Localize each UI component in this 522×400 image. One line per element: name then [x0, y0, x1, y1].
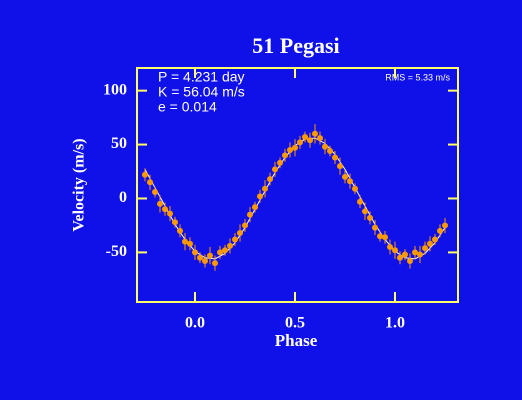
data-point — [152, 189, 158, 196]
data-point — [142, 171, 148, 178]
data-point — [342, 173, 348, 180]
data-point — [272, 166, 278, 173]
data-point — [322, 143, 328, 150]
data-point — [222, 247, 228, 254]
data-point — [412, 249, 418, 256]
data-point — [287, 146, 293, 153]
data-point — [157, 200, 163, 207]
data-point — [347, 178, 353, 185]
data-point — [377, 233, 383, 240]
chart-title: 51 Pegasi — [252, 33, 339, 58]
data-point — [182, 238, 188, 245]
data-point — [397, 254, 403, 261]
x-axis-label: Phase — [275, 331, 318, 350]
data-point — [242, 222, 248, 229]
data-point — [442, 222, 448, 229]
data-point — [422, 245, 428, 252]
data-point — [227, 242, 233, 249]
data-point — [417, 251, 423, 258]
y-tick-label: 100 — [103, 81, 127, 98]
y-tick-label: 50 — [111, 135, 127, 152]
data-point — [297, 139, 303, 146]
data-point — [247, 211, 253, 218]
data-point — [292, 144, 298, 151]
y-tick-label: 0 — [119, 189, 127, 206]
data-point — [302, 134, 308, 141]
data-point — [317, 135, 323, 142]
data-point — [357, 198, 363, 205]
data-point — [197, 254, 203, 261]
data-point — [172, 219, 178, 226]
x-tick-label: 1.0 — [385, 315, 405, 332]
rms-label: RMS = 5.33 m/s — [385, 72, 450, 82]
annotation: P = 4.231 day — [158, 69, 245, 85]
data-point — [312, 130, 318, 137]
data-point — [327, 148, 333, 155]
data-point — [252, 204, 258, 211]
data-point — [267, 176, 273, 183]
data-point — [237, 229, 243, 236]
data-point — [282, 152, 288, 159]
data-point — [217, 249, 223, 256]
data-point — [257, 193, 263, 200]
data-point — [232, 236, 238, 243]
data-point — [437, 227, 443, 234]
data-point — [392, 247, 398, 254]
data-point — [162, 206, 168, 213]
data-point — [372, 224, 378, 231]
data-point — [212, 260, 218, 267]
data-point — [337, 163, 343, 170]
data-point — [167, 210, 173, 217]
plot-frame — [136, 67, 459, 303]
data-point — [177, 227, 183, 234]
y-tick-label: -50 — [106, 243, 127, 260]
data-point — [367, 214, 373, 221]
data-point — [262, 185, 268, 192]
data-point — [187, 240, 193, 247]
data-point — [277, 159, 283, 166]
data-point — [407, 258, 413, 265]
data-point — [427, 240, 433, 247]
data-point — [307, 137, 313, 144]
data-point — [382, 234, 388, 241]
data-point — [402, 251, 408, 258]
y-axis-label: Velocity (m/s) — [71, 138, 88, 231]
annotation: e = 0.014 — [158, 99, 217, 115]
annotation: K = 56.04 m/s — [158, 84, 245, 100]
data-point — [207, 252, 213, 259]
data-point — [362, 208, 368, 215]
x-tick-label: 0.5 — [285, 315, 305, 332]
data-point — [147, 179, 153, 186]
data-point — [352, 185, 358, 192]
data-point — [387, 244, 393, 251]
data-point — [432, 236, 438, 243]
data-point — [192, 249, 198, 256]
data-point — [202, 258, 208, 265]
x-tick-label: 0.0 — [185, 315, 205, 332]
data-point — [332, 154, 338, 161]
